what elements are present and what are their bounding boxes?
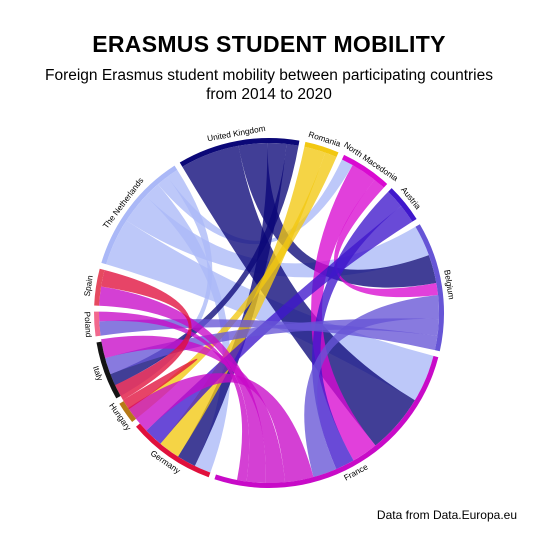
sector-label-poland: Poland: [82, 311, 94, 338]
sector-label-belgium: Belgium: [442, 269, 457, 300]
sector-label-spain: Spain: [82, 274, 95, 297]
data-source-caption: Data from Data.Europa.eu: [377, 508, 517, 522]
ribbons-layer: [99, 143, 439, 483]
